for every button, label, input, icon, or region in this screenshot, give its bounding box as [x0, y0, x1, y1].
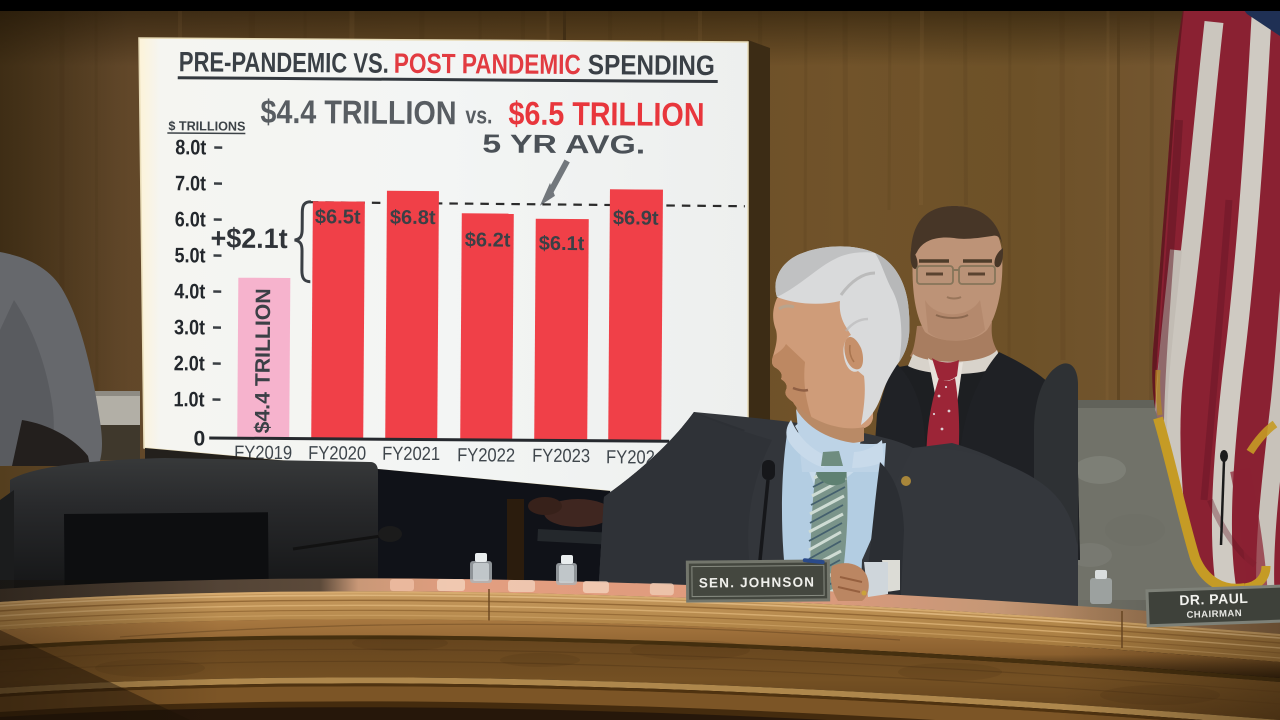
- svg-text:$6.9t: $6.9t: [613, 207, 659, 229]
- svg-text:4.0t: 4.0t: [174, 280, 205, 303]
- svg-text:$6.8t: $6.8t: [390, 207, 436, 229]
- svg-text:2.0t: 2.0t: [174, 352, 205, 375]
- svg-text:5.0t: 5.0t: [174, 244, 205, 267]
- svg-text:5 YR AVG.: 5 YR AVG.: [482, 128, 645, 159]
- svg-text:FY2020: FY2020: [308, 443, 366, 464]
- svg-text:FY2022: FY2022: [457, 445, 515, 466]
- svg-text:$ TRILLIONS: $ TRILLIONS: [168, 118, 245, 134]
- svg-text:SEN. JOHNSON: SEN. JOHNSON: [699, 574, 816, 590]
- svg-text:8.0t: 8.0t: [175, 136, 206, 159]
- svg-text:vs.: vs.: [465, 102, 492, 129]
- svg-text:CHAIRMAN: CHAIRMAN: [1186, 608, 1242, 621]
- svg-text:DR. PAUL: DR. PAUL: [1179, 590, 1249, 608]
- svg-text:+$2.1t: +$2.1t: [211, 222, 288, 254]
- svg-text:$6.5 TRILLION: $6.5 TRILLION: [508, 95, 704, 133]
- svg-text:$4.4 TRILLION: $4.4 TRILLION: [251, 288, 275, 433]
- svg-text:6.0t: 6.0t: [175, 208, 206, 231]
- svg-text:FY2023: FY2023: [532, 446, 590, 467]
- svg-text:$6.1t: $6.1t: [539, 233, 585, 255]
- svg-text:FY2021: FY2021: [382, 444, 440, 465]
- svg-text:7.0t: 7.0t: [175, 172, 206, 195]
- svg-text:$6.5t: $6.5t: [315, 206, 361, 228]
- svg-text:POST PANDEMIC: POST PANDEMIC: [394, 48, 581, 80]
- svg-text:SPENDING: SPENDING: [588, 49, 715, 81]
- svg-text:3.0t: 3.0t: [174, 316, 205, 339]
- svg-text:$6.2t: $6.2t: [465, 229, 511, 251]
- svg-text:$4.4 TRILLION: $4.4 TRILLION: [260, 93, 456, 131]
- svg-text:0: 0: [193, 427, 205, 450]
- svg-text:1.0t: 1.0t: [173, 388, 204, 411]
- svg-text:PRE-PANDEMIC VS.: PRE-PANDEMIC VS.: [179, 46, 389, 78]
